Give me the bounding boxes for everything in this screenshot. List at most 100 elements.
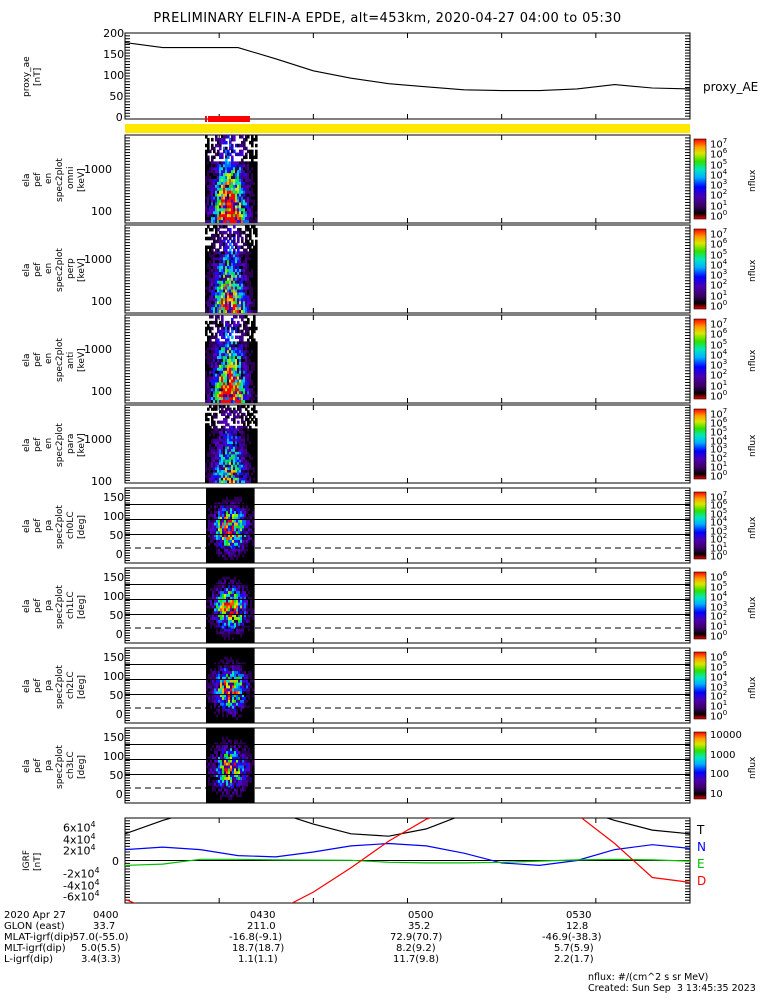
pa-ch0lc-ytick: 150 <box>103 491 125 504</box>
en-anti-ytick: 100 <box>91 385 112 398</box>
pa-ch0lc-ylabel-line: pef <box>33 518 43 534</box>
en-para-ylabel-line: en <box>44 437 54 450</box>
pa-ch0lc-ylabel-line: ela <box>22 519 32 534</box>
pa-ch2lc-ylabel-line: [deg] <box>77 674 87 699</box>
red-interval-marker <box>208 116 250 122</box>
pa-ch1lc-cbar-tick: 101 <box>710 619 728 633</box>
pa-ch3lc-ytick: 100 <box>103 750 125 763</box>
en-perp-cbar-tick: 102 <box>710 278 728 292</box>
pa-ch1lc-cbar-tick: 105 <box>710 579 728 594</box>
ephemeris-value: 12.8 <box>566 921 589 932</box>
panel-frames <box>124 32 691 904</box>
pa-ch2lc-cbar-tick: 102 <box>710 689 728 703</box>
pa-ch2lc-ytick: 0 <box>115 708 123 721</box>
ephemeris-value: 0430 <box>250 910 276 921</box>
pa-ch1lc-ytick: 100 <box>103 590 125 603</box>
en-para-cbar-tick: 104 <box>710 433 728 447</box>
ephemeris-row-label: MLAT-igrf(dip) <box>4 932 74 943</box>
en-omni-cbar-tick: 101 <box>710 198 728 213</box>
igrf-ytick: 0 <box>112 854 119 868</box>
proxy-ae-ytick: 200 <box>103 27 125 40</box>
pa-ch1lc-ylabel-line: ela <box>22 599 32 614</box>
en-para-ytick: 1000 <box>84 433 112 446</box>
pa-ch1lc-ylabel-line: pa <box>44 599 54 611</box>
pa-ch0lc-ylabel-line: pa <box>44 519 54 531</box>
pa-ch2lc-cbar-tick: 105 <box>710 659 728 674</box>
igrf-legend-n: N <box>697 840 706 854</box>
igrf-ylabel-line: IGRF <box>22 849 32 871</box>
en-omni-cbar-tick: 107 <box>710 137 728 151</box>
pa-ch3lc-cbar-tick: 100 <box>710 769 730 781</box>
en-omni-ytick: 100 <box>91 205 112 218</box>
ephemeris-value: 18.7(18.7) <box>232 943 285 954</box>
pa-ch1lc-cbar-tick: 103 <box>710 599 728 613</box>
ephemeris-value: 3.4(3.3) <box>81 954 121 965</box>
pa-ch1lc-ylabel-line: spec2plot <box>55 585 65 629</box>
pa-ch2lc-cbar-tick: 103 <box>710 679 728 693</box>
en-anti-ylabel-line: pef <box>33 352 43 367</box>
pa-ch2lc-ylabel-line: pef <box>33 678 43 694</box>
pa-ch2lc-ytick: 50 <box>109 689 124 702</box>
pa-ch3lc-ylabel-line: pef <box>33 758 43 774</box>
ephemeris-value: -46.9(-38.3) <box>542 932 602 943</box>
igrf-legend-d: D <box>697 874 707 888</box>
en-anti-ytick: 1000 <box>84 343 112 356</box>
ephemeris-value: -57.0(-55.0) <box>69 932 129 943</box>
ephemeris-value: 0500 <box>408 910 434 921</box>
en-para-cbar-tick: 105 <box>710 424 728 439</box>
en-perp-ylabel-line: pef <box>33 262 43 277</box>
pa-ch0lc-ytick: 50 <box>109 529 124 542</box>
en-anti-cbar-tick: 106 <box>710 327 728 341</box>
pa-ch0lc-cbar-tick: 107 <box>710 490 728 504</box>
igrf-legend-e: E <box>697 857 705 871</box>
pa-ch1lc-cbar-tick: 104 <box>710 589 728 603</box>
proxy-ae-ytick: 50 <box>109 90 124 103</box>
en-omni-ytick: 1000 <box>84 163 112 176</box>
ephemeris-value: 72.9(70.7) <box>390 932 443 943</box>
en-anti-cbar-tick: 107 <box>710 317 728 331</box>
en-perp-ytick: 1000 <box>84 253 112 266</box>
en-anti-cbar-tick: 104 <box>710 347 728 362</box>
igrf-legend-t: T <box>697 823 705 837</box>
igrf-ylabel-line: [nT] <box>33 852 43 871</box>
ephemeris-row-label: L-igrf(dip) <box>4 954 54 965</box>
en-para-ylabel-line: para <box>66 433 76 455</box>
en-perp-cbar-unit: nflux <box>748 259 758 282</box>
en-para-ytick: 100 <box>91 475 112 488</box>
en-omni-cbar-tick: 106 <box>710 147 728 161</box>
proxy-ae-ytick: 150 <box>103 48 125 61</box>
en-perp-cbar-tick: 105 <box>710 247 728 261</box>
en-perp-ylabel-line: perp <box>66 258 76 280</box>
ephemeris-row-label: MLT-igrf(dip) <box>4 943 66 954</box>
pa-ch3lc-cbar-tick: 10 <box>710 789 723 800</box>
pa-ch3lc-ytick: 50 <box>109 769 124 782</box>
pa-ch0lc-cbar-tick: 104 <box>710 515 728 529</box>
pa-ch3lc-ylabel-line: spec2plot <box>55 745 65 789</box>
pa-ch0lc-cbar-tick: 105 <box>710 506 728 521</box>
igrf-ytick: -4x104 <box>63 877 100 893</box>
ephemeris-value: 211.0 <box>247 921 276 932</box>
pa-ch2lc-cbar-tick: 100 <box>710 709 728 723</box>
en-omni-ylabel-line: pef <box>33 172 43 187</box>
en-anti-cbar-tick: 105 <box>710 337 728 351</box>
ephemeris-value: 8.2(9.2) <box>396 943 436 954</box>
pa-ch1lc-cbar-tick: 106 <box>710 570 728 584</box>
spectrogram-data <box>125 135 690 803</box>
en-omni-ylabel-line: ela <box>22 173 32 187</box>
line-traces <box>124 41 691 903</box>
pa-ch2lc-ytick: 100 <box>103 670 125 683</box>
pa-ch0lc-cbar-tick: 101 <box>710 540 728 554</box>
en-omni-cbar-tick: 100 <box>710 209 728 223</box>
ephemeris-value: 5.0(5.5) <box>81 943 121 954</box>
pa-ch0lc-ylabel-line: spec2plot <box>55 505 65 549</box>
pa-ch2lc-cbar-tick: 106 <box>710 650 728 664</box>
en-anti-cbar-unit: nflux <box>748 349 758 372</box>
en-perp-ylabel-line: ela <box>22 263 32 277</box>
pa-ch1lc-ylabel-line: pef <box>33 598 43 614</box>
en-perp-cbar-tick: 100 <box>710 299 728 313</box>
pa-ch2lc-ylabel-line: ch2LC <box>66 670 76 699</box>
en-perp-cbar-tick: 106 <box>710 237 728 251</box>
ephemeris-value: 11.7(9.8) <box>393 954 439 965</box>
en-perp-ylabel-line: spec2plot <box>55 248 65 293</box>
